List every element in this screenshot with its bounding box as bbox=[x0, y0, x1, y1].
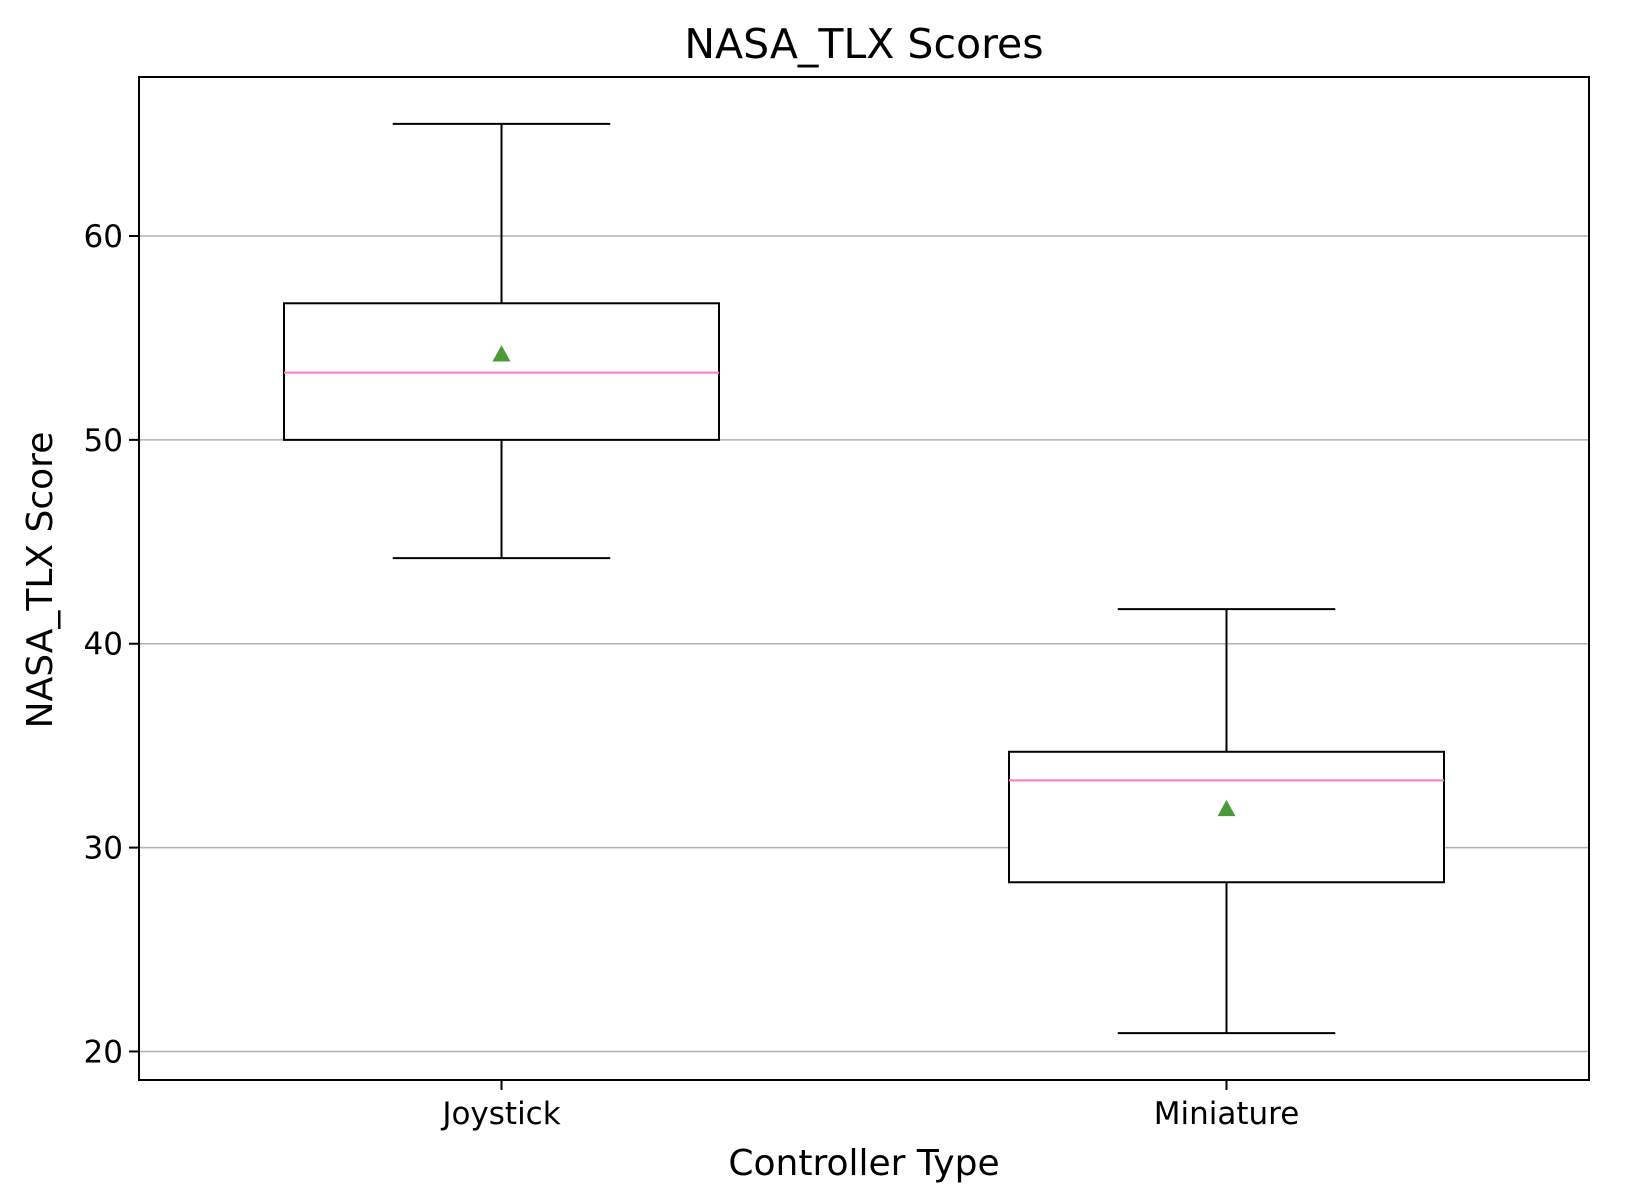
y-tick-label: 20 bbox=[84, 1034, 123, 1070]
chart-title: NASA_TLX Scores bbox=[684, 20, 1043, 68]
x-tick-label: Miniature bbox=[1154, 1096, 1300, 1132]
y-axis-label: NASA_TLX Score bbox=[20, 432, 61, 729]
box-plot-miniature bbox=[1008, 608, 1445, 1035]
box-plots bbox=[283, 122, 1445, 1035]
box-plot-joystick bbox=[283, 122, 720, 560]
iqr-box bbox=[1008, 750, 1445, 884]
mean-marker bbox=[1217, 799, 1236, 817]
mean-marker bbox=[492, 345, 511, 362]
y-tick-label: 40 bbox=[84, 627, 123, 663]
x-axis-label: Controller Type bbox=[728, 1143, 999, 1184]
iqr-box bbox=[283, 302, 720, 441]
y-ticks: 20 30 40 50 60 bbox=[84, 219, 139, 1070]
y-tick-label: 60 bbox=[84, 219, 123, 255]
plot-frame bbox=[138, 76, 1590, 1081]
y-tick-label: 30 bbox=[84, 831, 123, 867]
y-tick-label: 50 bbox=[84, 423, 123, 459]
x-ticks: Joystick Miniature bbox=[440, 1080, 1299, 1132]
x-tick-label: Joystick bbox=[440, 1096, 560, 1132]
